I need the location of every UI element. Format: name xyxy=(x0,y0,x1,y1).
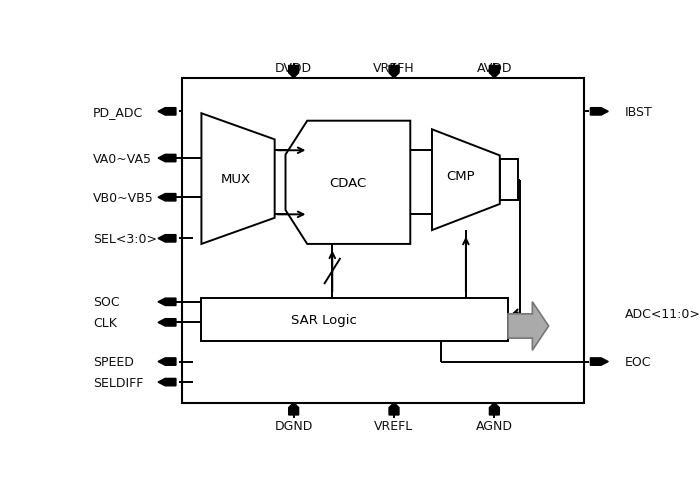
Text: AGND: AGND xyxy=(476,419,513,432)
Polygon shape xyxy=(590,358,608,365)
Polygon shape xyxy=(508,302,549,350)
Polygon shape xyxy=(389,403,399,415)
Text: PD_ADC: PD_ADC xyxy=(93,106,144,119)
Polygon shape xyxy=(432,130,500,231)
Polygon shape xyxy=(489,66,499,78)
Text: VREFH: VREFH xyxy=(373,62,415,75)
Text: EOC: EOC xyxy=(624,355,651,368)
Polygon shape xyxy=(158,155,176,163)
Text: SAR Logic: SAR Logic xyxy=(291,314,357,326)
Polygon shape xyxy=(158,378,176,386)
Text: IBST: IBST xyxy=(624,106,652,119)
Polygon shape xyxy=(288,66,299,78)
Text: DVDD: DVDD xyxy=(275,62,312,75)
Bar xyxy=(500,160,518,201)
Text: CMP: CMP xyxy=(446,170,475,183)
Polygon shape xyxy=(286,121,410,244)
Polygon shape xyxy=(389,66,399,78)
Text: CLK: CLK xyxy=(93,316,117,329)
Text: CDAC: CDAC xyxy=(329,177,367,189)
Bar xyxy=(183,78,584,403)
Bar xyxy=(202,299,508,341)
Polygon shape xyxy=(158,108,176,116)
Text: VB0~VB5: VB0~VB5 xyxy=(93,191,154,204)
Polygon shape xyxy=(288,403,299,415)
Text: SPEED: SPEED xyxy=(93,355,134,368)
Text: MUX: MUX xyxy=(220,173,251,186)
Text: SOC: SOC xyxy=(93,296,120,309)
Text: ADC<11:0>: ADC<11:0> xyxy=(624,307,700,320)
Polygon shape xyxy=(158,194,176,201)
Polygon shape xyxy=(489,403,499,415)
Text: AVDD: AVDD xyxy=(477,62,512,75)
Polygon shape xyxy=(158,358,176,365)
Text: VA0~VA5: VA0~VA5 xyxy=(93,152,152,165)
Polygon shape xyxy=(590,108,608,116)
Polygon shape xyxy=(158,235,176,242)
Text: DGND: DGND xyxy=(274,419,313,432)
Polygon shape xyxy=(158,319,176,326)
Text: VREFL: VREFL xyxy=(374,419,414,432)
Text: SEL<3:0>: SEL<3:0> xyxy=(93,232,157,245)
Text: SELDIFF: SELDIFF xyxy=(93,376,144,389)
Polygon shape xyxy=(158,299,176,306)
Polygon shape xyxy=(202,114,274,244)
